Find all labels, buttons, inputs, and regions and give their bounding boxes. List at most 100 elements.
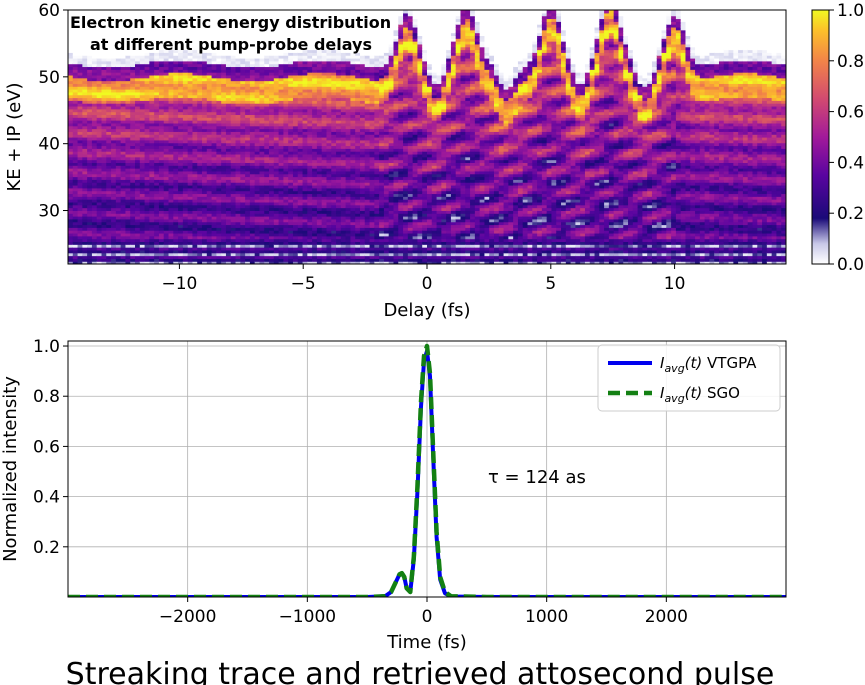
heatmap-cell: [230, 139, 237, 144]
heatmap-cell: [240, 105, 246, 110]
heatmap-cell: [163, 249, 170, 254]
heatmap-cell: [68, 218, 74, 223]
heatmap-cell: [72, 201, 79, 206]
heatmap-cell: [192, 63, 198, 68]
heatmap-cell: [230, 148, 237, 152]
heatmap-cell: [178, 162, 184, 166]
heatmap-cell: [106, 184, 112, 189]
heatmap-cell: [173, 244, 179, 248]
heatmap-cell: [158, 218, 165, 223]
heatmap-cell: [173, 196, 179, 200]
heatmap-cell: [269, 72, 275, 76]
heatmap-cell: [254, 94, 261, 99]
heatmap-cell: [240, 72, 246, 76]
heatmap-cell: [269, 46, 275, 51]
heatmap-cell: [87, 261, 93, 264]
heatmap-cell: [115, 125, 122, 130]
heatmap-cell: [82, 187, 88, 192]
heatmap-cell: [115, 80, 122, 84]
heatmap-cell: [82, 74, 88, 79]
heatmap-cell: [178, 241, 184, 245]
heatmap-cell: [292, 24, 299, 28]
heatmap-cell: [173, 69, 179, 73]
heatmap-cell: [96, 117, 103, 121]
heatmap-cell: [326, 207, 332, 211]
heatmap-cell: [91, 258, 98, 262]
heatmap-cell: [158, 83, 165, 87]
heatmap-cell: [230, 244, 237, 248]
heatmap-cell: [120, 12, 127, 17]
heatmap-cell: [259, 15, 265, 20]
heatmap-cell: [187, 249, 194, 254]
heatmap-cell: [240, 128, 246, 132]
heatmap-cell: [245, 137, 251, 141]
heatmap-cell: [312, 255, 318, 259]
heatmap-cell: [101, 139, 107, 144]
heatmap-cell: [77, 57, 83, 62]
heatmap-cell: [259, 55, 265, 59]
heatmap-cell: [283, 238, 289, 243]
heatmap-cell: [111, 227, 117, 231]
heatmap-cell: [178, 201, 184, 206]
heatmap-cell: [273, 18, 280, 22]
heatmap-cell: [211, 204, 217, 209]
heatmap-cell: [178, 216, 184, 220]
heatmap-cell: [302, 173, 308, 178]
heatmap-cell: [115, 148, 122, 152]
heatmap-cell: [96, 139, 103, 144]
heatmap-cell: [297, 159, 304, 163]
heatmap-cell: [249, 105, 256, 110]
heatmap-cell: [254, 52, 261, 56]
heatmap-cell: [211, 196, 217, 200]
heatmap-cell: [91, 105, 98, 110]
heatmap-cell: [269, 38, 275, 42]
heatmap-cell: [182, 151, 189, 155]
heatmap-cell: [264, 190, 270, 195]
heatmap-cell: [115, 210, 122, 214]
heatmap-cell: [82, 108, 88, 113]
heatmap-cell: [206, 49, 213, 53]
heatmap-cell: [278, 38, 284, 42]
heatmap-cell: [326, 10, 332, 14]
heatmap-cell: [192, 201, 198, 206]
heatmap-cell: [307, 235, 313, 240]
heatmap-cell: [68, 176, 74, 180]
heatmap-cell: [297, 122, 304, 127]
heatmap-cell: [259, 261, 265, 264]
heatmap-cell: [321, 227, 328, 231]
heatmap-cell: [197, 193, 203, 197]
heatmap-cell: [278, 142, 284, 147]
heatmap-cell: [221, 108, 227, 113]
heatmap-cell: [158, 35, 165, 39]
heatmap-cell: [111, 213, 117, 217]
heatmap-cell: [326, 83, 332, 87]
heatmap-cell: [163, 91, 170, 96]
heatmap-cell: [225, 156, 232, 161]
heatmap-cell: [321, 218, 328, 223]
heatmap-cell: [216, 258, 222, 262]
heatmap-cell: [197, 80, 203, 84]
heatmap-cell: [211, 15, 217, 20]
heatmap-cell: [326, 170, 332, 175]
heatmap-cell: [91, 153, 98, 158]
heatmap-cell: [321, 221, 328, 226]
heatmap-cell: [106, 26, 112, 31]
heatmap-cell: [82, 210, 88, 214]
heatmap-cell: [130, 139, 136, 144]
heatmap-cell: [321, 159, 328, 163]
heatmap-cell: [278, 145, 284, 149]
heatmap-cell: [326, 24, 332, 28]
heatmap-cell: [230, 35, 237, 39]
heatmap-cell: [182, 258, 189, 262]
heatmap-cell: [91, 184, 98, 189]
heatmap-cell: [297, 103, 304, 107]
heatmap-cell: [101, 41, 107, 45]
heatmap-cell: [216, 100, 222, 104]
heatmap-cell: [307, 204, 313, 209]
heatmap-cell: [82, 41, 88, 45]
heatmap-cell: [240, 204, 246, 209]
heatmap-cell: [125, 261, 131, 264]
heatmap-cell: [77, 137, 83, 141]
heatmap-cell: [273, 255, 280, 259]
heatmap-cell: [202, 153, 208, 158]
